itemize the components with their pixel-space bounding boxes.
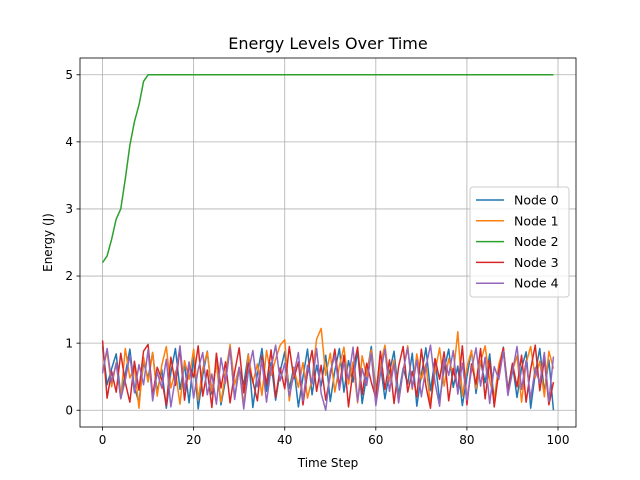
x-tick-label: 80 [459, 433, 474, 447]
legend: Node 0 Node 1 Node 2 Node 3 Node 4 [469, 186, 570, 298]
x-axis-label: Time Step [297, 456, 359, 470]
series-line-node-4 [101, 344, 555, 411]
y-tick-label: 5 [65, 68, 73, 82]
series-lines [101, 74, 555, 411]
chart-title: Energy Levels Over Time [228, 34, 427, 53]
legend-label-node-1: Node 1 [514, 213, 559, 228]
y-tick-label: 3 [65, 202, 73, 216]
x-tick-label: 60 [368, 433, 383, 447]
series-line-node-2 [101, 74, 554, 264]
legend-label-node-2: Node 2 [514, 234, 559, 249]
x-tick-label: 0 [99, 433, 107, 447]
legend-label-node-0: Node 0 [514, 193, 559, 208]
y-tick-label: 0 [65, 403, 73, 417]
axis-ticks: 0 20 40 60 80 100 0 1 2 3 4 5 [65, 68, 569, 447]
y-tick-label: 1 [65, 336, 73, 350]
x-tick-label: 20 [186, 433, 201, 447]
legend-label-node-3: Node 3 [514, 255, 559, 270]
y-axis-label: Energy (J) [41, 213, 55, 272]
x-tick-label: 40 [277, 433, 292, 447]
legend-label-node-4: Node 4 [514, 276, 559, 291]
legend-box [469, 186, 570, 298]
y-tick-label: 4 [65, 135, 73, 149]
x-tick-label: 100 [547, 433, 570, 447]
y-tick-label: 2 [65, 269, 73, 283]
plot-frame [79, 57, 577, 428]
series-line-node-1 [101, 327, 555, 409]
